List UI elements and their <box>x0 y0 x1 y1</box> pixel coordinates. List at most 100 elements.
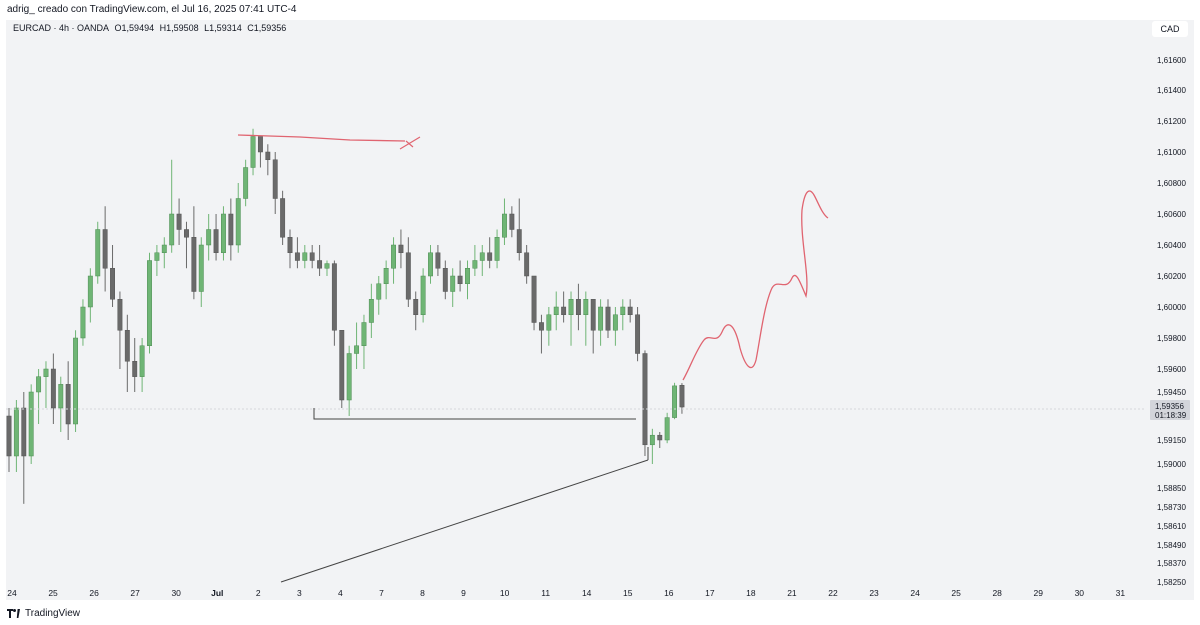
candle-body <box>361 322 367 346</box>
candle-body <box>383 268 389 284</box>
x-tick-label: 29 <box>1034 588 1044 598</box>
candle-body <box>442 268 448 292</box>
candle-body <box>331 263 337 331</box>
candle-body <box>428 252 433 277</box>
candle-body <box>620 306 626 315</box>
candle-body <box>516 229 522 253</box>
candle-body <box>132 361 138 377</box>
x-tick-label: 14 <box>582 588 592 598</box>
candle-body <box>553 306 559 315</box>
candle-body <box>642 353 648 446</box>
x-tick-label: 30 <box>1075 588 1085 598</box>
candle-body <box>398 244 404 253</box>
candle-body <box>376 283 382 300</box>
candle-body <box>317 260 323 269</box>
x-tick-label: 11 <box>541 588 550 598</box>
legend-close: C1,59356 <box>247 23 287 33</box>
y-tick-label: 1,61400 <box>1157 86 1186 95</box>
currency-badge[interactable]: CAD <box>1152 21 1188 37</box>
candle-body <box>235 198 241 246</box>
candle-body <box>346 353 352 401</box>
candle-body <box>435 252 441 269</box>
candle-body <box>672 385 677 418</box>
candle-body <box>324 263 330 269</box>
candle-body <box>598 306 604 331</box>
candle-body <box>87 275 93 308</box>
candle-body <box>257 136 263 153</box>
candle-body <box>583 299 589 315</box>
y-tick-label: 1,59600 <box>1157 365 1186 374</box>
candle-body <box>243 167 249 199</box>
candle-body <box>494 237 500 261</box>
candle-body <box>590 299 596 331</box>
candle-body <box>36 376 42 393</box>
y-tick-label: 1,61200 <box>1157 117 1186 126</box>
x-tick-label: 21 <box>787 588 797 598</box>
x-tick-label: 10 <box>500 588 510 598</box>
candle-body <box>524 252 530 277</box>
x-tick-label: 8 <box>420 588 425 598</box>
resistance-drawing <box>237 134 406 142</box>
x-tick-label: 18 <box>746 588 756 598</box>
candle-body <box>502 213 507 238</box>
candle-body <box>420 275 426 315</box>
tradingview-brand: TradingView <box>25 608 81 619</box>
legend-symbol: EURCAD · 4h · OANDA <box>13 23 110 33</box>
candle-body <box>635 314 641 354</box>
candle-body <box>228 213 234 246</box>
candle-body <box>80 306 86 339</box>
candle-body <box>679 385 685 408</box>
candle-body <box>531 275 537 323</box>
x-tick-label: 3 <box>297 588 302 598</box>
last-price-tag <box>1150 400 1190 421</box>
countdown-label: 01:18:39 <box>1155 411 1187 420</box>
candle-body <box>102 229 108 269</box>
x-tick-label: 9 <box>461 588 466 598</box>
tradingview-logo: TradingView <box>7 608 80 619</box>
candle-body <box>110 268 115 300</box>
last-price-label: 1,59356 <box>1155 402 1184 411</box>
candle-body <box>28 391 34 457</box>
legend-open: O1,59494 <box>114 23 155 33</box>
candle-body <box>627 306 633 315</box>
candle-body <box>21 407 27 457</box>
legend-high: H1,59508 <box>159 23 199 33</box>
candle-body <box>95 229 101 277</box>
candle-body <box>405 252 411 300</box>
candle-body <box>465 268 470 284</box>
x-mark-drawing <box>399 136 421 150</box>
candle-body <box>575 299 581 315</box>
x-tick-label: 7 <box>379 588 384 598</box>
x-tick-label: Jul <box>211 588 223 598</box>
tradingview-logo-icon <box>7 609 21 618</box>
y-tick-label: 1,59450 <box>1157 388 1186 397</box>
candle-body <box>649 434 655 446</box>
x-tick-label: 31 <box>1116 588 1126 598</box>
x-tick-label: 25 <box>48 588 58 598</box>
candle-body <box>213 229 219 253</box>
candle-body <box>50 368 56 409</box>
candle-body <box>487 252 493 261</box>
candle-body <box>546 314 552 331</box>
x-tick-label: 24 <box>7 588 17 598</box>
candle-body <box>169 213 175 246</box>
candle-body <box>124 330 130 362</box>
candle-body <box>65 384 71 425</box>
y-tick-label: 1,58490 <box>1157 541 1186 550</box>
y-tick-label: 1,60400 <box>1157 241 1186 250</box>
candle-body <box>339 330 345 401</box>
x-tick-label: 28 <box>992 588 1002 598</box>
x-tick-label: 26 <box>89 588 99 598</box>
candle-body <box>6 415 12 457</box>
candle-body <box>612 314 618 331</box>
x-tick-label: 17 <box>705 588 715 598</box>
candle-body <box>176 213 182 230</box>
x-tick-label: 27 <box>130 588 140 598</box>
candle-body <box>568 299 574 315</box>
candle-body <box>309 252 315 261</box>
candle-body <box>117 299 123 331</box>
candle-body <box>657 434 663 441</box>
candle-body <box>354 345 360 354</box>
x-tick-label: 30 <box>171 588 181 598</box>
